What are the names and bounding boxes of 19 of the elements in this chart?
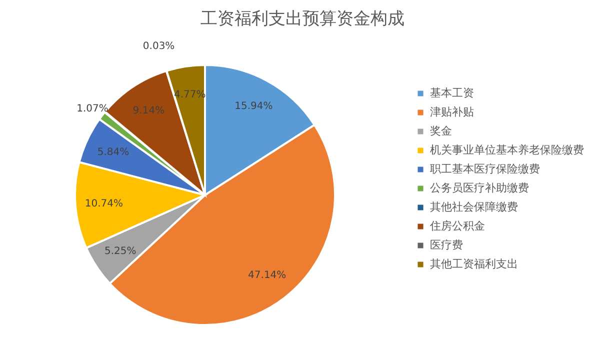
data-label: 47.14% — [248, 270, 286, 282]
legend-label: 其他工资福利支出 — [430, 258, 518, 270]
legend-label: 津贴补贴 — [430, 106, 474, 118]
data-label: 15.94% — [234, 101, 273, 112]
legend-label: 奖金 — [430, 124, 452, 138]
data-label: 1.07% — [76, 103, 108, 114]
data-label: 5.84% — [97, 146, 130, 158]
data-label: 9.14% — [132, 106, 165, 117]
legend-label: 其他社会保障缴费 — [430, 200, 518, 214]
legend-label: 职工基本医疗保险缴费 — [430, 162, 540, 176]
legend-label: 公务员医疗补助缴费 — [430, 182, 529, 194]
legend-label: 医疗费 — [430, 238, 463, 252]
legend-label: 机关事业单位基本养老保险缴费 — [430, 144, 584, 156]
legend-label: 基本工资 — [430, 86, 474, 100]
data-label: 5.25% — [104, 246, 136, 257]
chart-title: 工资福利支出预算资金构成 — [200, 9, 404, 29]
legend-label: 住房公积金 — [430, 220, 485, 232]
data-label: 0.03% — [142, 41, 175, 52]
data-label: 10.74% — [84, 198, 124, 210]
